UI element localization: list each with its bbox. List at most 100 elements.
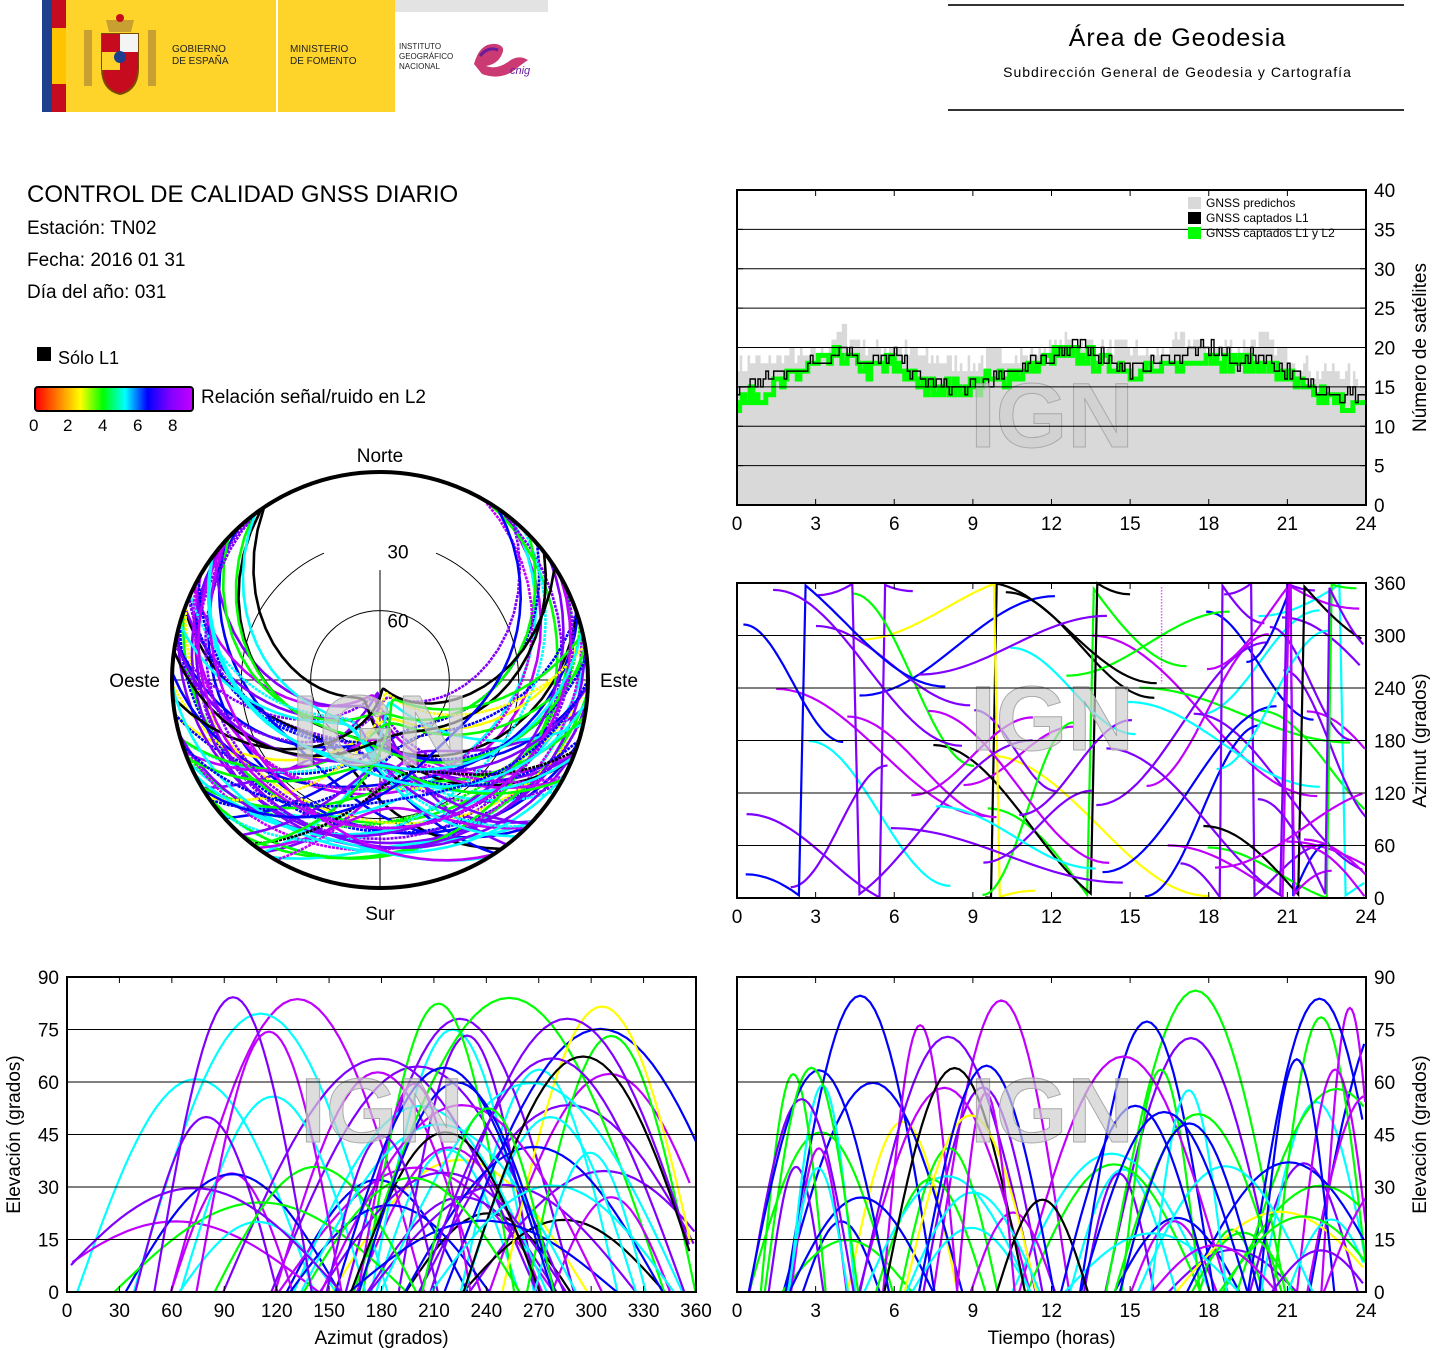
sat-azimuth-track <box>1224 581 1326 899</box>
ign-top-bar <box>395 0 548 12</box>
sat-elevation-time-track <box>1186 1161 1365 1293</box>
sat-elevation-track <box>429 1017 690 1293</box>
sat-azimuth-track <box>790 764 888 889</box>
sat-track <box>251 749 577 846</box>
gobierno-text: GOBIERNO DE ESPAÑA <box>172 44 229 67</box>
sat-elevation-track <box>417 1103 695 1293</box>
sat-elevation-time-track <box>1064 1232 1240 1293</box>
sat-elevation-track <box>124 1172 341 1293</box>
horizon-ring <box>170 470 590 890</box>
y-tick-label: 15 <box>1374 1231 1395 1252</box>
instituto-text: INSTITUTO GEOGRÁFICO NACIONAL <box>399 42 454 71</box>
sat-elevation-time-track <box>767 1165 825 1293</box>
sat-azimuth-track <box>847 715 997 819</box>
sat-azimuth-track <box>1257 587 1365 895</box>
flag-blue-stripe <box>42 0 52 112</box>
x-tick-label: 120 <box>261 1301 293 1322</box>
sat-track <box>188 519 538 819</box>
plot-border <box>736 976 1367 1293</box>
sat-azimuth-track <box>1127 700 1320 788</box>
y-tick-label: 0 <box>1374 496 1385 517</box>
y-tick-label: 60 <box>38 1073 59 1094</box>
sat-elevation-track <box>368 1183 637 1293</box>
x-tick-label: 18 <box>1198 514 1219 530</box>
sat-track <box>172 551 548 758</box>
sat-elevation-track <box>468 1169 696 1293</box>
plot-border <box>736 582 1367 899</box>
x-tick-label: 150 <box>313 1301 345 1322</box>
y-tick-label: 40 <box>1374 181 1395 202</box>
x-axis-label: Tiempo (horas) <box>987 1328 1115 1349</box>
header-rule-bottom <box>948 109 1404 111</box>
label-south: Sur <box>365 904 395 925</box>
elevation-azimuth-chart: IGN 0 15 30 45 60 75 90 0 30 60 90 120 150 180 210 240 27… <box>4 968 712 1349</box>
sat-elevation-track <box>222 1057 538 1293</box>
sat-elevation-time-track <box>1104 1036 1278 1293</box>
sat-elevation-time-track <box>1079 1020 1215 1293</box>
sat-azimuth-track <box>1281 616 1361 667</box>
x-tick-label: 15 <box>1120 907 1141 928</box>
north-gap <box>295 472 465 572</box>
sat-elevation-track <box>404 1145 664 1293</box>
y-tick-label: 30 <box>38 1178 59 1199</box>
date-label: Fecha: 2016 01 31 <box>27 250 186 271</box>
legend-label: GNSS captados L1 y L2 <box>1206 226 1335 240</box>
sat-track <box>209 611 578 811</box>
label-west: Oeste <box>109 671 160 692</box>
sat-track <box>171 566 556 751</box>
sat-elevation-time-track <box>1246 997 1364 1293</box>
sat-elevation-track <box>273 1071 482 1293</box>
sat-elevation-time-track <box>788 1196 935 1293</box>
sat-azimuth-track <box>1269 625 1353 742</box>
solo-l1-label: Sólo L1 <box>58 348 120 368</box>
y-tick-label: 90 <box>1374 968 1395 989</box>
y-tick-label: 30 <box>1374 260 1395 281</box>
sat-elevation-time-track <box>1149 1089 1228 1293</box>
sat-elevation-track <box>352 996 666 1293</box>
sat-elevation-track <box>397 1034 537 1293</box>
sat-elevation-track <box>325 1134 439 1293</box>
sat-elevation-track <box>550 1196 672 1293</box>
sat-elevation-time-track <box>1235 1087 1365 1293</box>
sat-elevation-time-track <box>918 1064 1055 1293</box>
x-tick-label: 240 <box>470 1301 502 1322</box>
sat-azimuth-track <box>859 595 1055 697</box>
sat-azimuth-track <box>1167 583 1360 899</box>
sat-elevation-time-track <box>903 1114 1038 1293</box>
sat-azimuth-track <box>1066 610 1230 677</box>
y-tick-label: 15 <box>1374 378 1395 399</box>
y-tick-label: 180 <box>1374 732 1406 753</box>
sat-azimuth-track <box>1303 838 1367 876</box>
sat-azimuth-track <box>911 716 1033 797</box>
sat-elevation-time-track <box>858 1035 1037 1293</box>
y-tick-label: 0 <box>1374 889 1385 910</box>
sat-elevation-track <box>213 1165 418 1293</box>
snr-tick-0: 0 <box>29 416 39 435</box>
sat-track <box>189 594 529 828</box>
sat-track <box>194 545 578 850</box>
y-tick-label: 75 <box>38 1021 59 1042</box>
x-tick-label: 90 <box>214 1301 235 1322</box>
x-tick-label: 330 <box>628 1301 660 1322</box>
legend-label: GNSS predichos <box>1206 196 1295 210</box>
x-tick-label: 12 <box>1041 907 1062 928</box>
x-tick-label: 12 <box>1041 1301 1062 1322</box>
sat-azimuth-track <box>1283 669 1367 818</box>
sat-azimuth-track <box>1199 609 1320 716</box>
sat-elevation-time-track <box>1136 1165 1314 1293</box>
sat-track <box>206 558 584 771</box>
sat-elevation-track <box>134 1115 279 1293</box>
sat-elevation-time-track <box>882 1023 959 1293</box>
sat-elevation-track <box>70 1186 343 1293</box>
sat-azimuth-track <box>1019 719 1132 816</box>
ministerio-block <box>278 0 395 112</box>
sat-azimuth-track <box>1303 845 1366 897</box>
x-tick-label: 3 <box>810 514 821 530</box>
y-tick-label: 360 <box>1374 574 1406 595</box>
plot-border <box>736 189 1367 506</box>
sat-azimuth-track <box>918 614 1107 676</box>
x-tick-label: 18 <box>1198 907 1219 928</box>
x-tick-label: 3 <box>810 1301 821 1322</box>
sat-elevation-track <box>169 997 426 1293</box>
report-title: CONTROL DE CALIDAD GNSS DIARIO <box>27 181 459 208</box>
